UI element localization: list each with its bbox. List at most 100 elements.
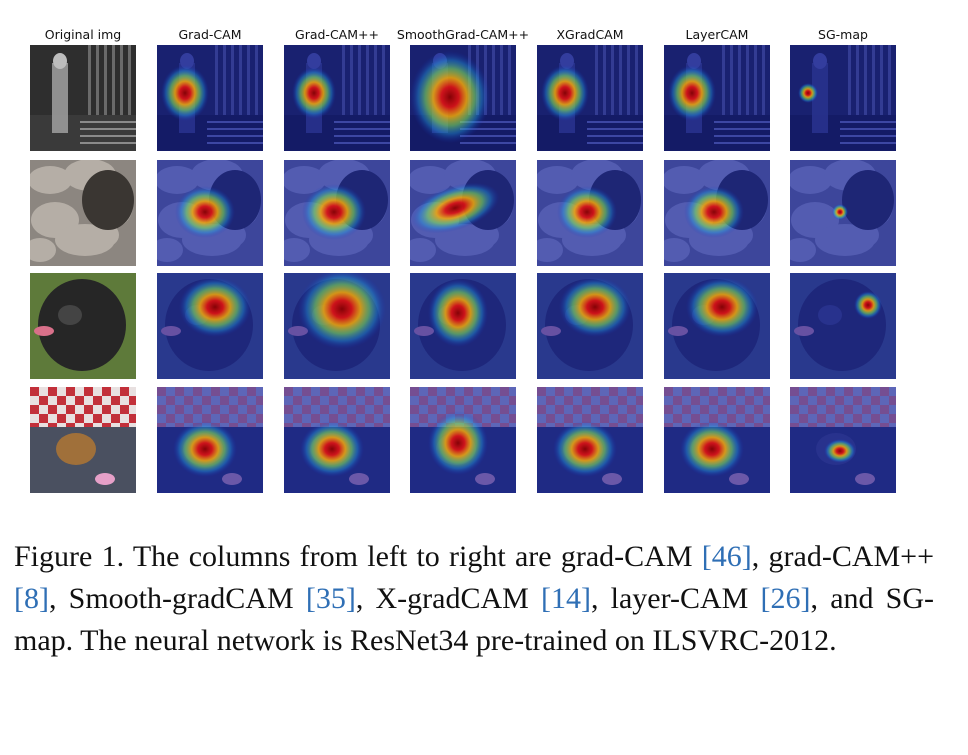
image-black-dog-col-6 [790, 273, 896, 379]
heatmap-blob [175, 186, 235, 238]
thumbnail-image [537, 273, 643, 379]
image-rocky-ground-col-6 [790, 160, 896, 266]
image-rocky-ground-col-4 [537, 160, 643, 266]
image-dog-under-table-col-3 [410, 387, 516, 493]
thumbnail-image [284, 387, 390, 493]
image-dog-under-table-col-4 [537, 387, 643, 493]
heatmap-blob [173, 421, 237, 477]
heatmap-blob [302, 184, 366, 240]
image-person-with-guitar-col-5 [664, 45, 770, 151]
thumbnail-image [790, 45, 896, 151]
thumbnail-image [664, 160, 770, 266]
thumbnail-image [30, 387, 136, 493]
image-black-dog-col-1 [157, 273, 263, 379]
heatmap-blob [798, 83, 818, 103]
caption-text-2: , grad-CAM++ [751, 540, 935, 573]
column-header-layercam: LayerCAM [685, 27, 749, 42]
thumbnail-image [30, 160, 136, 266]
heatmap-blob [684, 186, 744, 238]
thumbnail-image [284, 160, 390, 266]
thumbnail-image [30, 45, 136, 151]
column-header-smoothgradcampp: SmoothGrad-CAM++ [396, 27, 530, 42]
heatmap-blob [686, 277, 758, 337]
citation-link-35[interactable]: [35] [305, 582, 356, 615]
image-rocky-ground-col-5 [664, 160, 770, 266]
image-dog-under-table-col-6 [790, 387, 896, 493]
heatmap-blob [428, 411, 488, 475]
thumbnail-image [664, 45, 770, 151]
thumbnail-image [410, 45, 516, 151]
thumbnail-image [157, 273, 263, 379]
heatmap-blob [553, 421, 617, 477]
heatmap-blob [557, 186, 617, 238]
caption-text-4: , X-gradCAM [355, 582, 541, 615]
image-person-with-guitar-col-3 [410, 45, 516, 151]
thumbnail-image [790, 387, 896, 493]
image-dog-under-table-col-1 [157, 387, 263, 493]
heatmap-blob [161, 65, 209, 121]
column-header-xgradcam: XGradCAM [556, 27, 624, 42]
image-rocky-ground-col-0 [30, 160, 136, 266]
heatmap-blob [559, 277, 631, 337]
heatmap-blob [300, 421, 364, 477]
heatmap-blob [410, 51, 490, 143]
image-person-with-guitar-col-0 [30, 45, 136, 151]
thumbnail-image [790, 160, 896, 266]
heatmap-blob [832, 204, 848, 220]
image-black-dog-col-3 [410, 273, 516, 379]
thumbnail-image [664, 387, 770, 493]
image-black-dog-col-4 [537, 273, 643, 379]
image-dog-under-table-col-5 [664, 387, 770, 493]
heatmap-blob [298, 273, 386, 349]
heatmap-blob [179, 277, 251, 337]
heatmap-blob [854, 291, 882, 319]
heatmap-blob [428, 279, 488, 347]
caption-text-6: , and SG-map. The neural network is ResN… [14, 582, 935, 657]
image-person-with-guitar-col-2 [284, 45, 390, 151]
thumbnail-image [790, 273, 896, 379]
thumbnail-image [410, 387, 516, 493]
column-header-gradcam: Grad-CAM [178, 27, 242, 42]
heatmap-blob [410, 182, 500, 234]
image-black-dog-col-5 [664, 273, 770, 379]
heatmap-blob [680, 421, 744, 477]
image-person-with-guitar-col-1 [157, 45, 263, 151]
thumbnail-image [537, 160, 643, 266]
heatmap-blob [824, 439, 856, 463]
image-rocky-ground-col-3 [410, 160, 516, 266]
thumbnail-image [410, 273, 516, 379]
saliency-map-figure: Original img Grad-CAM Grad-CAM++ SmoothG… [30, 27, 896, 493]
thumbnail-image [157, 45, 263, 151]
caption-text-5: , layer-CAM [590, 582, 761, 615]
column-header-sgmap: SG-map [818, 27, 868, 42]
citation-link-8[interactable]: [8] [14, 582, 49, 615]
image-person-with-guitar-col-6 [790, 45, 896, 151]
thumbnail-image [664, 273, 770, 379]
column-header-original: Original img [44, 27, 122, 42]
caption-label: Figure 1. [14, 540, 125, 573]
image-rocky-ground-col-2 [284, 160, 390, 266]
citation-link-26[interactable]: [26] [760, 582, 811, 615]
thumbnail-image [537, 387, 643, 493]
thumbnail-image [157, 387, 263, 493]
image-rocky-ground-col-1 [157, 160, 263, 266]
heatmap-blob [541, 65, 589, 121]
thumbnail-image [30, 273, 136, 379]
citation-link-46[interactable]: [46] [701, 540, 752, 573]
image-person-with-guitar-col-4 [537, 45, 643, 151]
heatmap-blob [292, 67, 336, 119]
image-dog-under-table-col-2 [284, 387, 390, 493]
thumbnail-image [284, 45, 390, 151]
image-black-dog-col-0 [30, 273, 136, 379]
image-black-dog-col-2 [284, 273, 390, 379]
thumbnail-image [537, 45, 643, 151]
thumbnail-image [284, 273, 390, 379]
image-dog-under-table-col-0 [30, 387, 136, 493]
caption-text-3: , Smooth-gradCAM [48, 582, 306, 615]
thumbnail-image [157, 160, 263, 266]
figure-caption: Figure 1. The columns from left to right… [14, 536, 934, 662]
thumbnail-image [410, 160, 516, 266]
column-header-gradcampp: Grad-CAM++ [295, 27, 379, 42]
caption-text-1: The columns from left to right are grad-… [132, 540, 702, 573]
citation-link-14[interactable]: [14] [541, 582, 591, 615]
